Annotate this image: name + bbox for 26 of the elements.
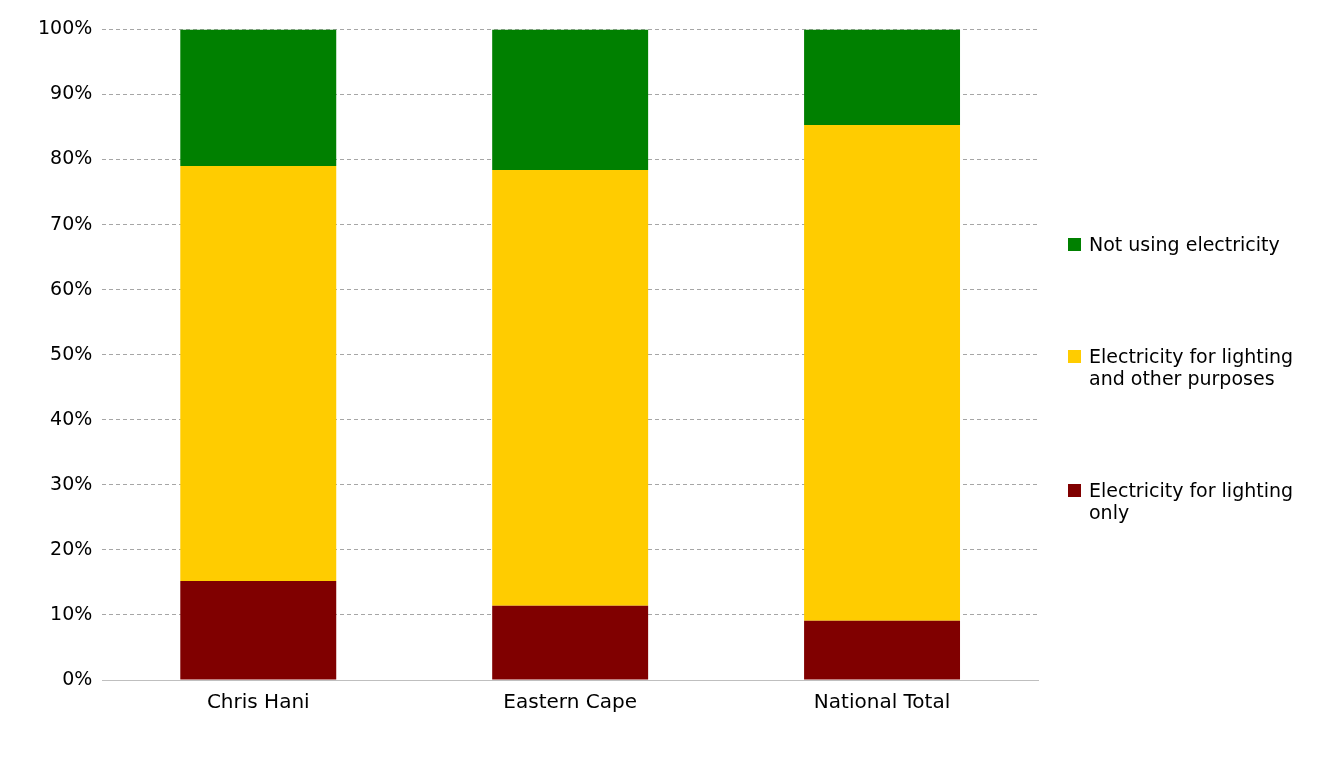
bar [180, 29, 337, 167]
bar [180, 581, 337, 680]
legend-label: Electricity for lighting and other purposes [1089, 345, 1295, 389]
y-tick-label: 40% [50, 406, 93, 429]
y-tick-label: 30% [50, 471, 93, 494]
y-tick-label: 60% [50, 276, 93, 299]
legend-label: Not using electricity [1089, 233, 1280, 255]
y-tick-label: 100% [37, 16, 93, 39]
y-tick-label: 90% [50, 81, 93, 104]
bar [804, 29, 961, 126]
bar [804, 620, 961, 680]
x-tick-label: National Total [813, 689, 951, 714]
y-tick-label: 50% [50, 341, 93, 364]
x-tick-label: Eastern Cape [503, 689, 637, 714]
y-tick-label: 0% [62, 666, 93, 689]
y-tick-label: 80% [50, 146, 93, 169]
bar [492, 29, 649, 170]
bar [180, 166, 337, 582]
y-tick-label: 20% [50, 536, 93, 559]
bar [492, 605, 649, 680]
x-tick-label: Chris Hani [206, 689, 310, 714]
legend-label: Electricity for lighting only [1089, 479, 1295, 523]
y-tick-label: 70% [50, 211, 93, 234]
bar [804, 125, 961, 621]
y-tick-label: 10% [50, 601, 93, 624]
bar [492, 169, 649, 606]
